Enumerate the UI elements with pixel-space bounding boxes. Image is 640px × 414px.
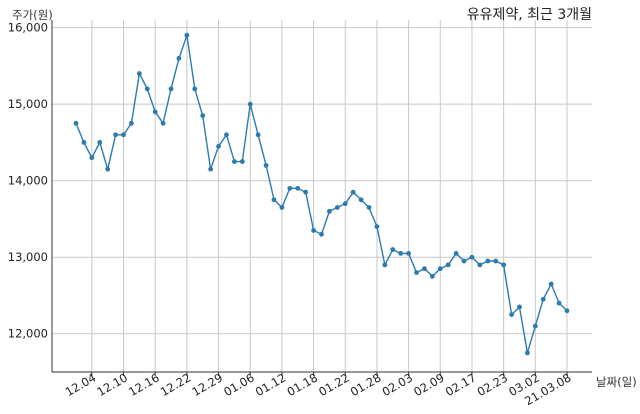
data-point bbox=[461, 258, 467, 264]
data-point bbox=[414, 270, 419, 275]
data-point bbox=[358, 197, 364, 203]
data-point bbox=[398, 250, 404, 256]
data-point bbox=[176, 55, 182, 61]
y-axis-label: 주가(원) bbox=[12, 8, 53, 22]
x-tick-label: 01.18 bbox=[285, 370, 321, 399]
data-point bbox=[422, 266, 427, 272]
data-point bbox=[216, 143, 221, 149]
data-point bbox=[287, 185, 293, 191]
data-point bbox=[224, 132, 229, 138]
x-tick-label: 02.03 bbox=[380, 370, 416, 399]
data-point bbox=[477, 262, 483, 268]
x-tick-label: 12.22 bbox=[158, 370, 194, 399]
data-point bbox=[160, 120, 166, 126]
data-point bbox=[366, 205, 372, 210]
data-point bbox=[73, 120, 79, 126]
x-tick-label: 01.12 bbox=[253, 370, 289, 399]
data-point bbox=[263, 162, 269, 168]
data-point bbox=[144, 86, 150, 92]
data-point bbox=[192, 86, 198, 92]
y-tick-labels: 12,000 13,000 14,000 15,000 16,000 bbox=[8, 21, 48, 341]
data-point bbox=[445, 262, 451, 268]
data-point bbox=[429, 273, 435, 279]
data-point bbox=[334, 205, 340, 210]
data-point bbox=[136, 71, 142, 76]
x-tick-label: 12.04 bbox=[63, 370, 99, 399]
data-point bbox=[437, 266, 443, 272]
x-tick-label: 02.17 bbox=[443, 370, 479, 399]
axes bbox=[51, 20, 592, 376]
data-point bbox=[485, 258, 491, 264]
data-point bbox=[517, 304, 522, 310]
x-tick-label: 12.16 bbox=[126, 370, 162, 399]
y-tick-label: 16,000 bbox=[8, 21, 48, 35]
x-tick-label: 12.10 bbox=[94, 370, 130, 399]
chart-title: 유유제약, 최근 3개월 bbox=[467, 7, 592, 23]
data-point bbox=[89, 155, 95, 161]
data-point bbox=[184, 32, 190, 38]
grid bbox=[52, 20, 592, 372]
data-point bbox=[81, 140, 87, 145]
data-point bbox=[493, 258, 499, 264]
data-point bbox=[564, 308, 570, 314]
data-point bbox=[295, 185, 301, 191]
data-point bbox=[382, 262, 388, 268]
x-tick-label: 12.29 bbox=[190, 370, 226, 399]
data-point bbox=[105, 166, 111, 172]
y-tick-label: 12,000 bbox=[8, 327, 48, 341]
data-point bbox=[168, 86, 174, 92]
x-tick-labels: 12.0412.1012.1612.2212.2901.0601.1201.18… bbox=[63, 370, 574, 408]
data-point bbox=[319, 231, 324, 237]
data-point bbox=[501, 262, 507, 268]
y-tick-label: 15,000 bbox=[8, 97, 48, 111]
data-point bbox=[548, 281, 554, 287]
data-point bbox=[453, 250, 459, 256]
x-tick-label: 01.22 bbox=[316, 370, 352, 399]
x-tick-label: 02.23 bbox=[475, 370, 511, 399]
data-point bbox=[255, 132, 261, 138]
data-point bbox=[271, 197, 277, 203]
data-point bbox=[532, 323, 538, 329]
x-tick-label: 02.09 bbox=[411, 370, 447, 399]
data-point bbox=[342, 201, 348, 207]
data-point bbox=[540, 296, 546, 302]
data-point bbox=[129, 120, 134, 126]
x-tick-label: 01.06 bbox=[221, 370, 257, 399]
data-point bbox=[303, 189, 309, 195]
data-point bbox=[152, 109, 158, 115]
data-point bbox=[311, 228, 316, 233]
data-point bbox=[200, 113, 206, 119]
price-line bbox=[75, 35, 568, 354]
data-point bbox=[121, 132, 126, 138]
data-point bbox=[509, 312, 514, 318]
x-tick-label: 01.28 bbox=[348, 370, 384, 399]
data-point bbox=[239, 159, 245, 164]
y-tick-label: 13,000 bbox=[8, 250, 48, 264]
series bbox=[73, 32, 570, 356]
data-point bbox=[279, 205, 285, 210]
data-point bbox=[231, 159, 237, 164]
data-point bbox=[327, 208, 332, 214]
y-tick-label: 14,000 bbox=[8, 174, 48, 188]
data-point bbox=[113, 132, 118, 138]
data-point bbox=[97, 140, 103, 145]
data-point bbox=[247, 101, 253, 107]
data-point bbox=[525, 350, 530, 356]
data-point bbox=[350, 189, 356, 195]
data-point bbox=[406, 250, 412, 256]
data-point bbox=[556, 300, 562, 306]
data-point bbox=[208, 166, 214, 172]
x-axis-label: 날짜(일) bbox=[596, 375, 637, 389]
data-point bbox=[390, 247, 396, 252]
data-point bbox=[469, 254, 475, 260]
data-point bbox=[374, 224, 380, 230]
